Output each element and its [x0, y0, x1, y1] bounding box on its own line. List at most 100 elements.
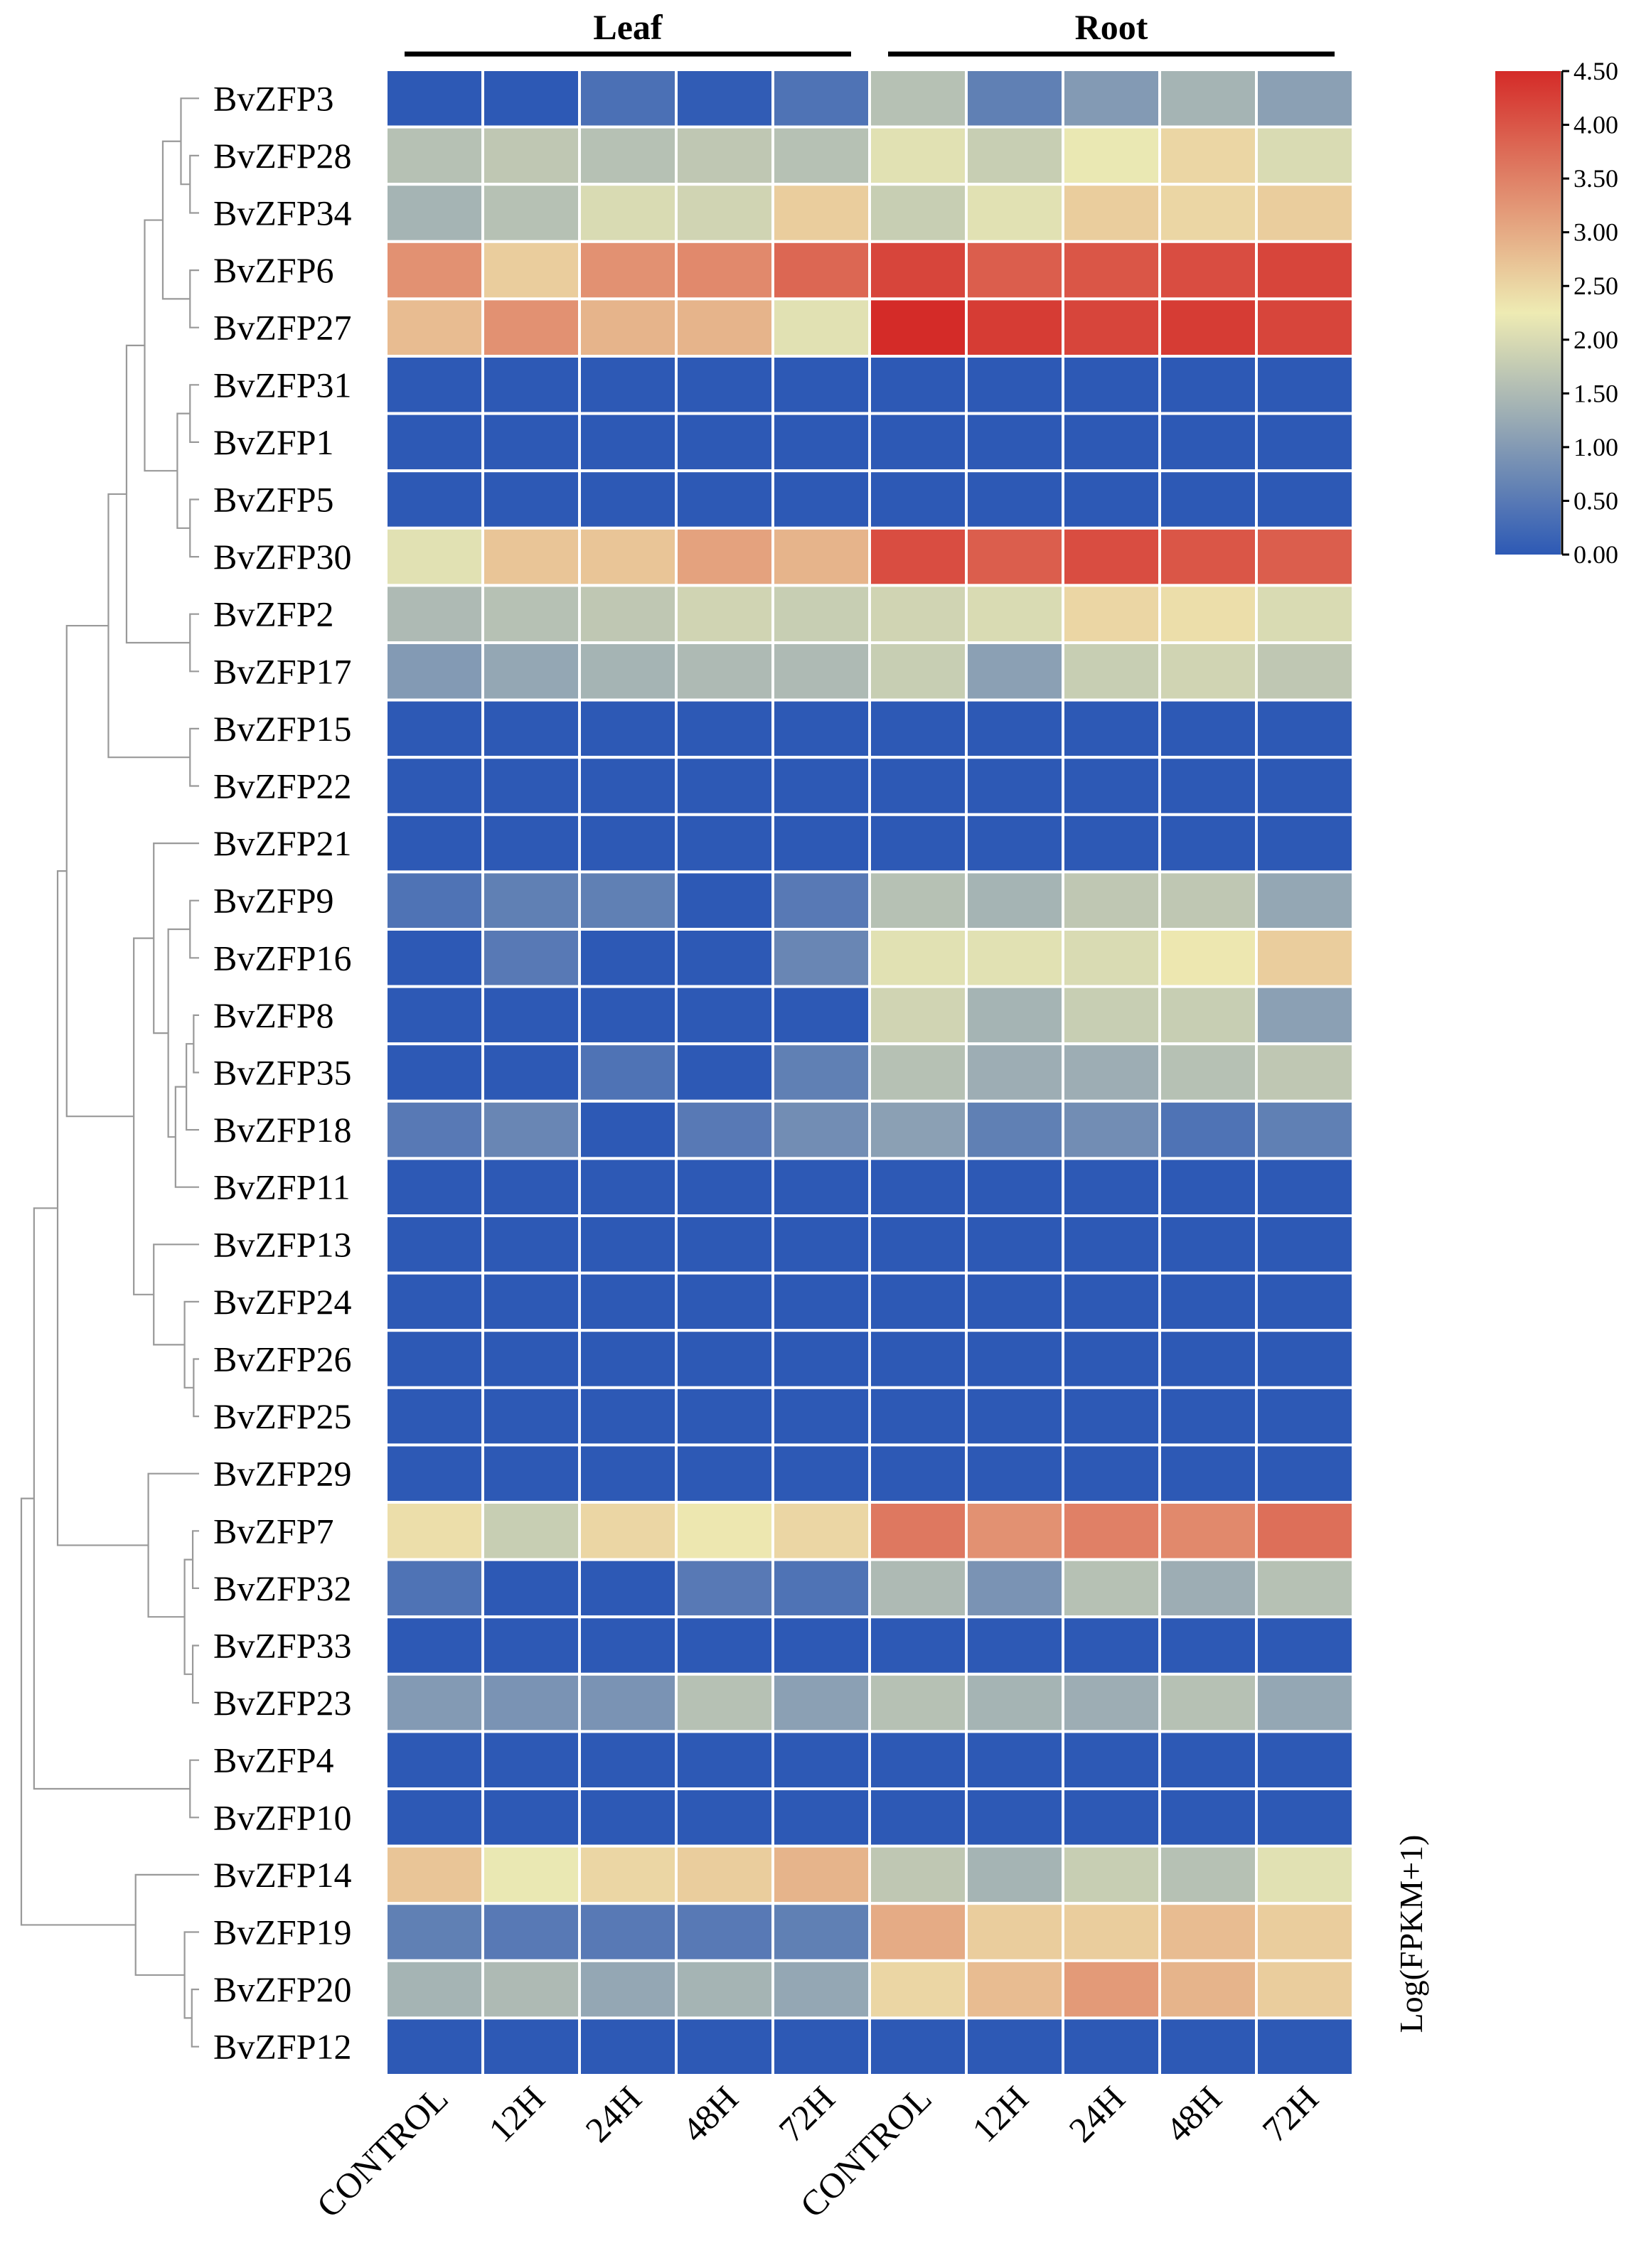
heatmap-cell	[578, 469, 678, 530]
dendrogram-link	[189, 727, 199, 787]
heatmap-cell	[385, 68, 484, 129]
heatmap-cell	[1062, 1730, 1161, 1790]
column-label: 48H	[674, 2078, 745, 2149]
dendrogram-link	[180, 97, 199, 186]
heatmap-cell	[481, 125, 581, 186]
heatmap-cell	[675, 813, 774, 874]
heatmap-cell	[578, 297, 678, 358]
heatmap-cell	[771, 412, 871, 473]
heatmap-cell	[868, 584, 968, 645]
row-label: BvZFP10	[213, 1797, 352, 1837]
heatmap-cell	[965, 412, 1064, 473]
heatmap-cell	[481, 1157, 581, 1218]
heatmap-cell	[675, 1787, 774, 1848]
heatmap-cell	[481, 870, 581, 931]
heatmap-cell	[771, 355, 871, 415]
heatmap-cell	[1062, 526, 1161, 587]
heatmap-cell	[675, 183, 774, 243]
dendrogram-link	[191, 1989, 199, 2048]
heatmap-cell	[578, 1329, 678, 1389]
colorbar-tick-label: 1.00	[1573, 433, 1618, 461]
heatmap-cell	[965, 584, 1064, 645]
heatmap-cell	[868, 355, 968, 415]
dendrogram-link	[65, 624, 134, 1118]
heatmap-cell	[1158, 240, 1258, 301]
group-label: Root	[1075, 7, 1148, 47]
heatmap-cell	[385, 469, 484, 530]
row-label: BvZFP23	[213, 1683, 352, 1723]
heatmap-cell	[965, 1042, 1064, 1103]
heatmap-cell	[1158, 1099, 1258, 1160]
colorbar-tick-label: 0.00	[1573, 540, 1618, 569]
heatmap-cell	[385, 1443, 484, 1504]
heatmap-cell	[868, 1386, 968, 1447]
heatmap-cell	[771, 1787, 871, 1848]
heatmap-cell	[1255, 1042, 1355, 1103]
heatmap-cell	[771, 1157, 871, 1218]
heatmap-cell	[481, 698, 581, 759]
heatmap-cell	[1255, 1844, 1355, 1905]
heatmap-cell	[675, 1386, 774, 1447]
row-label: BvZFP20	[213, 1969, 352, 2009]
heatmap-cell	[1158, 1558, 1258, 1619]
heatmap-cell	[965, 2016, 1064, 2077]
heatmap-cell	[385, 1959, 484, 2020]
heatmap-cell	[385, 813, 484, 874]
heatmap-cell	[675, 526, 774, 587]
heatmap-cell	[675, 698, 774, 759]
heatmap-cell	[771, 68, 871, 129]
heatmap-cell	[385, 1386, 484, 1447]
heatmap-cell	[481, 1787, 581, 1848]
heatmap-cell	[771, 1271, 871, 1332]
column-label: 48H	[1158, 2078, 1229, 2149]
colorbar-tick-label: 0.50	[1573, 486, 1618, 515]
heatmap-cell	[1255, 240, 1355, 301]
heatmap-cell	[481, 584, 581, 645]
heatmap-cell	[1255, 1099, 1355, 1160]
heatmap-cell	[1062, 870, 1161, 931]
heatmap-cell	[1062, 1443, 1161, 1504]
heatmap-cell	[675, 1558, 774, 1619]
column-label: CONTROL	[309, 2078, 456, 2225]
heatmap-cell	[1158, 412, 1258, 473]
heatmap-cell	[868, 1730, 968, 1790]
heatmap-cell	[578, 1099, 678, 1160]
heatmap-cell	[868, 1959, 968, 2020]
heatmap-cell	[1158, 68, 1258, 129]
heatmap-cell	[965, 698, 1064, 759]
heatmap-cell	[1062, 756, 1161, 816]
heatmap-cell	[675, 2016, 774, 2077]
heatmap-cell	[481, 240, 581, 301]
heatmap-cell	[771, 1730, 871, 1790]
heatmap-cell	[385, 1558, 484, 1619]
group-headers: Leaf Root	[405, 7, 1335, 57]
heatmap-cell	[771, 698, 871, 759]
heatmap-cell	[1158, 125, 1258, 186]
heatmap-cell	[771, 1672, 871, 1733]
heatmap-cell	[385, 1730, 484, 1790]
heatmap-cell	[1062, 1959, 1161, 2020]
heatmap-cell	[1062, 1042, 1161, 1103]
row-label: BvZFP21	[213, 823, 352, 863]
heatmap-cell	[481, 1902, 581, 1962]
heatmap-cell	[868, 68, 968, 129]
heatmap-cell	[1062, 1672, 1161, 1733]
heatmap-cell	[675, 1501, 774, 1561]
heatmap-cell	[1255, 641, 1355, 702]
heatmap-cell	[868, 1042, 968, 1103]
row-label: BvZFP35	[213, 1053, 352, 1093]
heatmap-cell	[385, 125, 484, 186]
heatmap-cell	[868, 125, 968, 186]
row-label: BvZFP30	[213, 537, 352, 577]
heatmap-cell	[771, 1099, 871, 1160]
heatmap-cell	[481, 1214, 581, 1275]
heatmap-cell	[965, 355, 1064, 415]
heatmap-cell	[578, 240, 678, 301]
heatmap-cell	[1255, 584, 1355, 645]
heatmap-cell	[1062, 1501, 1161, 1561]
colorbar-tick-label: 1.50	[1573, 379, 1618, 407]
heatmap-cell	[385, 641, 484, 702]
heatmap-cell	[1062, 125, 1161, 186]
row-label: BvZFP27	[213, 308, 352, 348]
